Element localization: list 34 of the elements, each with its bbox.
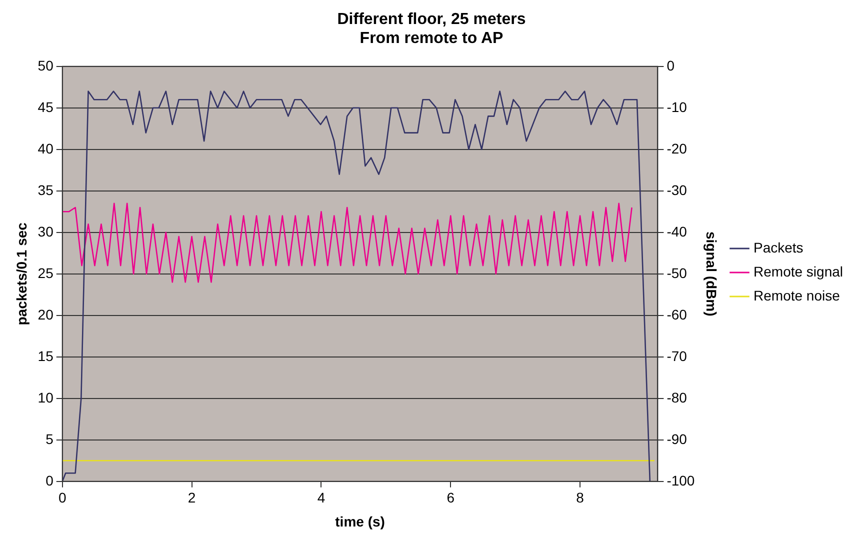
legend-label: Remote signal	[754, 263, 844, 280]
chart-title: Different floor, 25 meters From remote to AP	[337, 11, 526, 48]
y-tick-label: 5	[46, 430, 54, 447]
y-tick-label: 15	[38, 348, 54, 364]
y2-tick-label: 0	[666, 57, 675, 74]
y-tick-label: 25	[38, 264, 54, 281]
y2-axis-title: signal (dBm)	[703, 232, 720, 316]
y2-tick-label: -80	[666, 389, 688, 406]
y-tick-label: 45	[38, 98, 54, 115]
y-tick-label: 20	[38, 306, 54, 322]
y2-tick-label: -50	[666, 264, 688, 281]
x-tick-label: 8	[576, 490, 584, 506]
y2-tick-label: -10	[666, 98, 688, 115]
legend-label: Packets	[754, 239, 804, 256]
x-tick-label: 6	[446, 490, 455, 506]
x-tick-label: 4	[317, 490, 326, 506]
y-tick-label: 30	[38, 223, 54, 240]
y-tick-label: 10	[38, 389, 54, 406]
y2-tick-label: -20	[666, 140, 688, 156]
y-axis-title: packets/0.1 sec	[13, 222, 30, 326]
x-tick-label: 2	[188, 490, 196, 506]
y-tick-label: 40	[38, 140, 54, 156]
y2-tick-label: -40	[666, 223, 688, 240]
y2-tick-label: -70	[666, 348, 688, 364]
y2-tick-label: -60	[666, 306, 688, 322]
y-tick-label: 50	[38, 57, 54, 74]
legend-label: Remote noise	[754, 287, 840, 304]
y2-tick-label: -100	[666, 472, 695, 488]
y-tick-label: 35	[38, 182, 54, 198]
y2-tick-label: -90	[666, 430, 688, 447]
y2-tick-label: -30	[666, 182, 688, 198]
y-tick-label: 0	[46, 472, 54, 488]
x-tick-label: 0	[58, 490, 66, 506]
x-axis-title: time (s)	[335, 513, 385, 530]
